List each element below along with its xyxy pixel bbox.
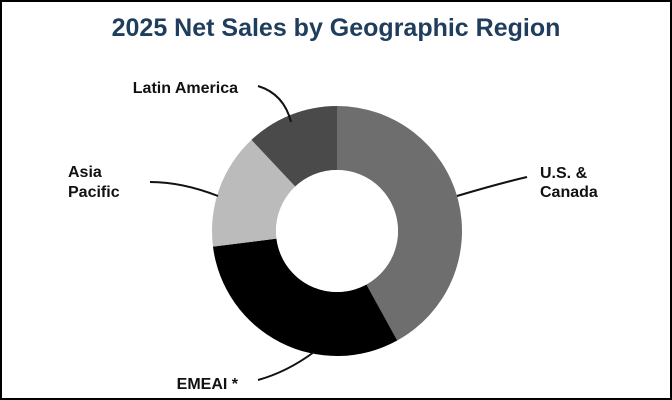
donut-slice-3	[251, 106, 337, 187]
donut-slice-1	[212, 238, 398, 356]
slice-label-1: EMEAI *	[177, 376, 239, 393]
leader-line-2	[149, 181, 219, 197]
leader-line-3	[257, 85, 292, 123]
leader-line-0	[456, 176, 528, 197]
donut-slice-0	[337, 106, 463, 341]
donut-slice-2	[211, 139, 296, 247]
slice-label-0: U.S. & Canada	[540, 165, 598, 201]
slice-label-2: Asia Pacific	[68, 164, 120, 201]
slice-label-3: Latin America	[133, 80, 238, 97]
donut-hole	[276, 170, 398, 292]
leader-line-1	[257, 351, 315, 381]
chart-title: 2025 Net Sales by Geographic Region	[111, 14, 561, 42]
